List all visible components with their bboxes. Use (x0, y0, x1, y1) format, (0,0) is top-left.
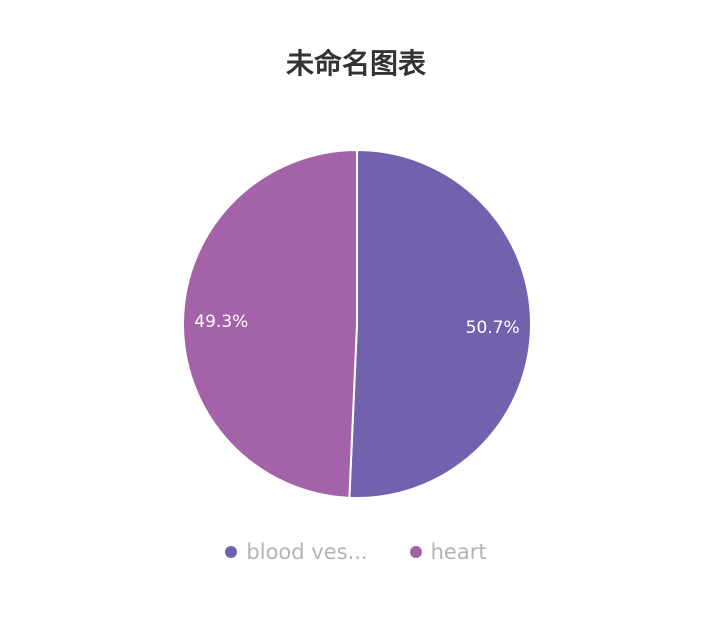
legend: blood ves... heart (0, 540, 712, 564)
slice-label-heart: 49.3% (194, 312, 248, 332)
chart-title: 未命名图表 (285, 47, 426, 80)
pie-slice-heart[interactable] (182, 148, 358, 499)
pie-slice-blood-vessels[interactable] (348, 148, 532, 499)
legend-dot-heart (409, 546, 422, 558)
legend-item-heart[interactable]: heart (409, 540, 487, 564)
legend-label-blood-vessels: blood ves... (246, 540, 368, 564)
legend-dot-blood-vessels (225, 546, 238, 558)
legend-item-blood-vessels[interactable]: blood ves... (225, 540, 368, 564)
legend-label-heart: heart (430, 540, 487, 564)
slice-label-blood-vessels: 50.7% (466, 318, 520, 338)
